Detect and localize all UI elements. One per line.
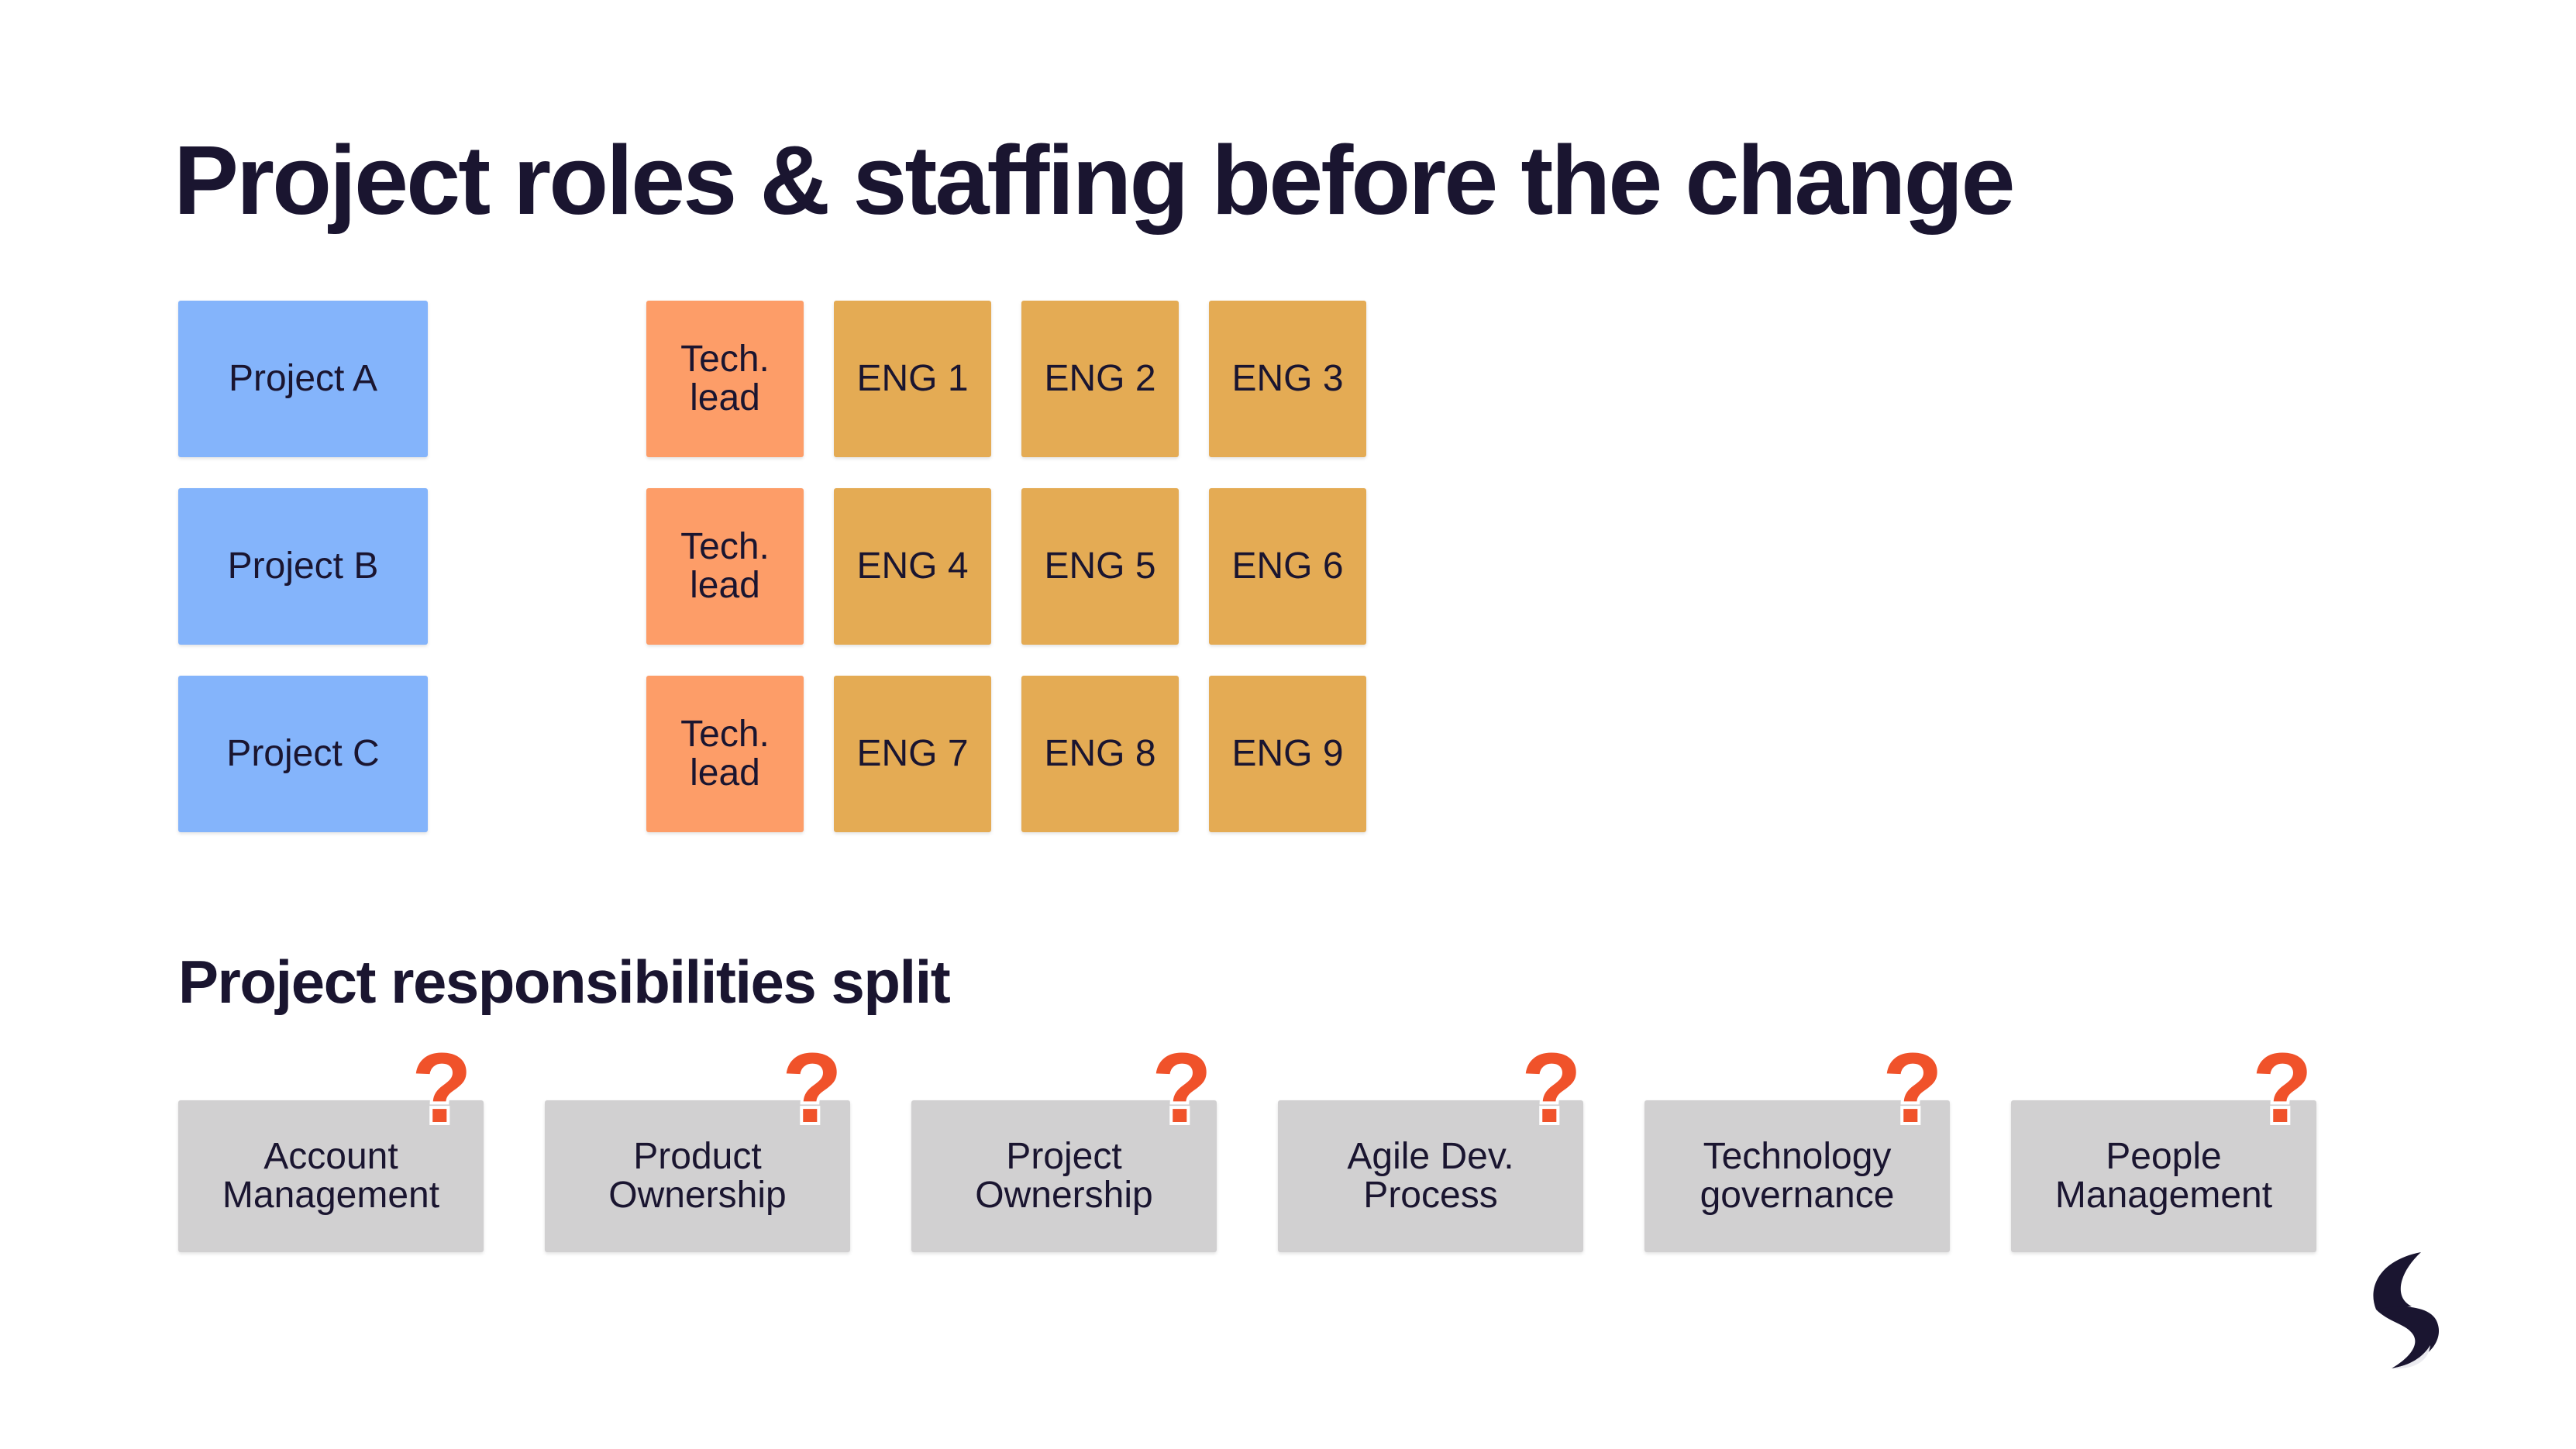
responsibility-box: Technology governance bbox=[1644, 1100, 1950, 1252]
tech-lead-label: Tech. lead bbox=[680, 525, 770, 606]
brand-s-logo-icon bbox=[2373, 1252, 2440, 1369]
project-box: Project A bbox=[178, 301, 428, 457]
responsibility-label: People Management bbox=[2054, 1135, 2273, 1216]
question-mark-icon: ? bbox=[1882, 1037, 1944, 1136]
svg-text:?: ? bbox=[412, 1037, 472, 1136]
tech-lead-box: Tech. lead bbox=[646, 301, 804, 457]
tech-lead-box: Tech. lead bbox=[646, 676, 804, 832]
engineer-box: ENG 9 bbox=[1209, 676, 1366, 832]
engineer-label: ENG 7 bbox=[856, 732, 969, 774]
engineer-label: ENG 8 bbox=[1044, 732, 1156, 774]
project-label: Project A bbox=[228, 357, 378, 399]
question-mark-icon: ? bbox=[1520, 1037, 1582, 1136]
responsibility-label: Account Management bbox=[222, 1135, 440, 1216]
tech-lead-label: Tech. lead bbox=[680, 338, 770, 418]
engineer-box: ENG 1 bbox=[834, 301, 991, 457]
question-mark-icon: ? bbox=[411, 1037, 473, 1136]
engineer-label: ENG 6 bbox=[1231, 545, 1344, 587]
responsibility-box: Agile Dev. Process bbox=[1278, 1100, 1583, 1252]
question-mark-icon: ? bbox=[1151, 1037, 1213, 1136]
engineer-label: ENG 9 bbox=[1231, 732, 1344, 774]
svg-text:?: ? bbox=[1882, 1037, 1943, 1136]
engineer-box: ENG 4 bbox=[834, 488, 991, 645]
engineer-label: ENG 3 bbox=[1231, 357, 1344, 399]
responsibility-label: Technology governance bbox=[1700, 1135, 1895, 1216]
engineer-box: ENG 8 bbox=[1021, 676, 1179, 832]
tech-lead-box: Tech. lead bbox=[646, 488, 804, 645]
project-label: Project C bbox=[226, 732, 380, 774]
engineer-box: ENG 3 bbox=[1209, 301, 1366, 457]
engineer-label: ENG 2 bbox=[1044, 357, 1156, 399]
project-box: Project C bbox=[178, 676, 428, 832]
engineer-label: ENG 5 bbox=[1044, 545, 1156, 587]
responsibility-label: Agile Dev. Process bbox=[1347, 1135, 1514, 1216]
svg-text:?: ? bbox=[2252, 1037, 2313, 1136]
engineer-box: ENG 6 bbox=[1209, 488, 1366, 645]
tech-lead-label: Tech. lead bbox=[680, 713, 770, 793]
responsibility-box: People Management bbox=[2011, 1100, 2316, 1252]
project-box: Project B bbox=[178, 488, 428, 645]
engineer-label: ENG 1 bbox=[856, 357, 969, 399]
page-title: Project roles & staffing before the chan… bbox=[174, 126, 2016, 235]
svg-text:?: ? bbox=[1152, 1037, 1212, 1136]
responsibility-label: Project Ownership bbox=[975, 1135, 1153, 1216]
engineer-box: ENG 7 bbox=[834, 676, 991, 832]
question-mark-icon: ? bbox=[781, 1037, 843, 1136]
svg-text:?: ? bbox=[1521, 1037, 1582, 1136]
project-label: Project B bbox=[227, 545, 379, 587]
responsibility-box: Project Ownership bbox=[911, 1100, 1217, 1252]
engineer-label: ENG 4 bbox=[856, 545, 969, 587]
svg-text:?: ? bbox=[782, 1037, 842, 1136]
responsibility-label: Product Ownership bbox=[608, 1135, 787, 1216]
responsibility-box: Product Ownership bbox=[545, 1100, 850, 1252]
responsibility-box: Account Management bbox=[178, 1100, 484, 1252]
engineer-box: ENG 5 bbox=[1021, 488, 1179, 645]
section-subtitle: Project responsibilities split bbox=[178, 948, 951, 1016]
question-mark-icon: ? bbox=[2251, 1037, 2313, 1136]
engineer-box: ENG 2 bbox=[1021, 301, 1179, 457]
